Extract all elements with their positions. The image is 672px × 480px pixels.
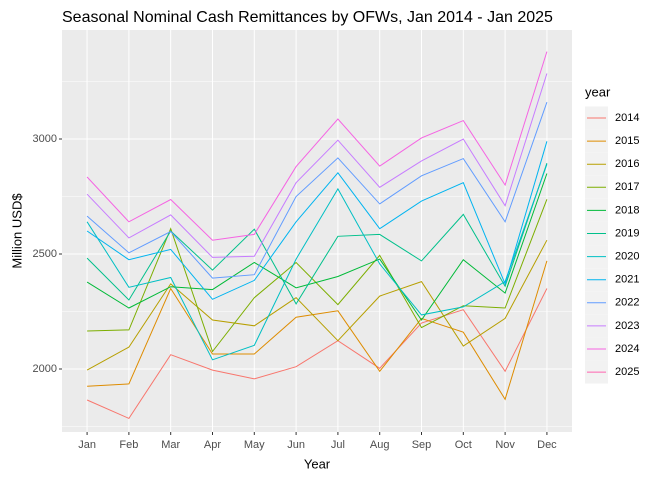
legend-label: 2024 [615,343,639,355]
series-line [86,141,548,300]
x-tick-label: Oct [455,439,472,451]
x-tick-label: Jun [287,439,305,451]
x-tick-label: Feb [119,439,138,451]
y-axis-label: Million USD$ [9,193,24,269]
series-line [86,239,548,371]
series-line [86,163,548,305]
x-tick-label: Mar [161,439,180,451]
legend-label: 2020 [615,251,639,263]
legend-label: 2018 [615,204,639,216]
x-tick-label: Dec [537,439,557,451]
x-tick-label: Aug [370,439,390,451]
chart-title: Seasonal Nominal Cash Remittances by OFW… [62,9,553,26]
series-line [86,288,548,420]
x-tick-label: Nov [495,439,515,451]
legend-label: 2014 [615,112,639,124]
x-tick-label: Jan [78,439,96,451]
series-line [87,260,548,401]
x-axis-label: Year [304,456,331,471]
series-line [86,173,548,321]
y-tick-label: 2500 [33,248,57,260]
x-tick-label: Sep [412,439,432,451]
legend-label: 2022 [615,297,639,309]
x-tick-label: Apr [204,439,221,451]
panel [62,30,572,432]
y-tick-label: 2000 [33,363,57,375]
legend-label: 2021 [615,274,639,286]
series-line [86,164,548,361]
legend-label: 2016 [615,158,639,170]
series-line [86,73,548,258]
legend-label: 2023 [615,320,639,332]
y-tick-label: 3000 [33,133,57,145]
series-line [87,199,548,353]
legend-label: 2015 [615,135,639,147]
legend-title: year [585,84,611,99]
series-line [86,51,548,241]
x-tick-label: Jul [331,439,345,451]
legend-label: 2019 [615,227,639,239]
legend-label: 2025 [615,366,639,378]
legend-label: 2017 [615,181,639,193]
series-line [86,102,548,279]
x-tick-label: May [244,439,265,451]
